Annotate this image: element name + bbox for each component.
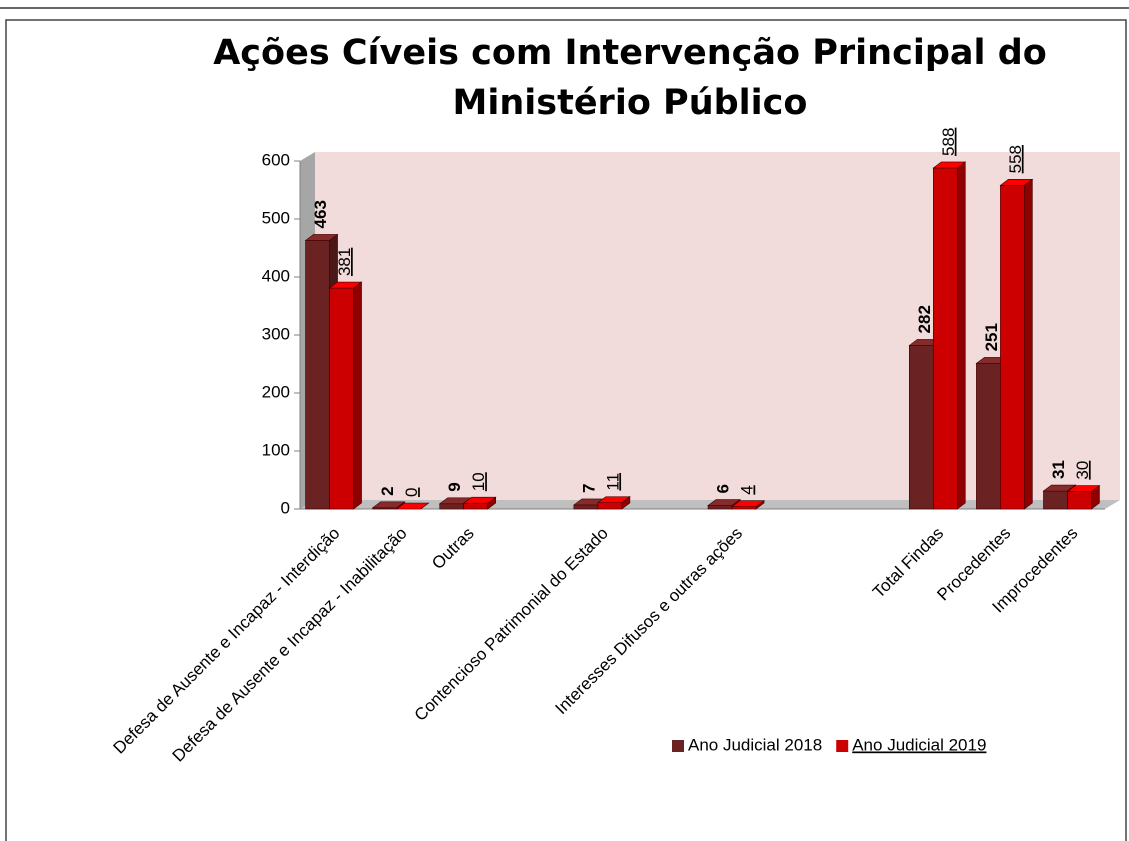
y-tick-label: 100 [262,440,290,459]
bar-front [932,167,958,510]
chart-title: Ações Cíveis com Intervenção Principal d… [213,33,1047,123]
bar-front [1000,185,1025,510]
bar-front [597,502,623,510]
data-label: 0 [402,488,421,497]
bar-front [329,287,354,510]
legend-label: Ano Judicial 2019 [852,735,986,754]
bar-front [305,240,330,510]
data-label: 31 [1049,460,1068,479]
data-label: 588 [939,128,958,156]
bar-front [463,502,489,510]
y-tick-label: 200 [262,382,290,401]
bar-front [439,503,465,510]
data-label: 251 [982,323,1001,351]
bar-side [956,161,966,510]
bar-side [353,281,362,510]
bar-front [573,504,599,510]
data-label: 9 [445,482,464,491]
data-label: 2 [378,486,397,495]
bar-side [420,502,429,510]
data-label: 381 [335,248,354,276]
y-tick-label: 600 [262,150,290,169]
x-tick-label: Outras [428,524,478,574]
bar-side [1091,485,1100,510]
bar-front [908,345,934,510]
data-label: 7 [579,483,598,492]
data-label: 11 [603,473,622,491]
legend-label: Ano Judicial 2018 [688,735,822,754]
legend-swatch [836,740,849,752]
bar-side [487,496,497,510]
bar-side [1024,178,1033,510]
x-tick-label: Defesa de Ausente e Incapaz - Inabilitaç… [169,524,411,766]
data-label: 282 [915,305,934,333]
x-tick-label: Defesa de Ausente e Incapaz - Interdição [110,524,344,758]
bar-front [731,506,757,510]
data-label: 558 [1006,145,1025,173]
bar-side [755,500,765,510]
bar-front [1067,491,1092,510]
y-tick-label: 400 [262,266,290,285]
y-tick-label: 0 [281,498,290,517]
y-tick-label: 500 [262,208,290,227]
bar-side [621,496,631,510]
data-label: 6 [714,484,733,493]
bar-front [707,505,733,510]
bar-front [976,363,1001,510]
data-label: 30 [1073,461,1092,480]
bar-front [1043,490,1068,510]
data-label: 4 [738,485,757,494]
frame [5,19,1127,841]
data-label: 463 [311,200,330,228]
legend-swatch [672,740,684,752]
data-label: 10 [469,472,488,491]
y-tick-label: 300 [262,324,290,343]
